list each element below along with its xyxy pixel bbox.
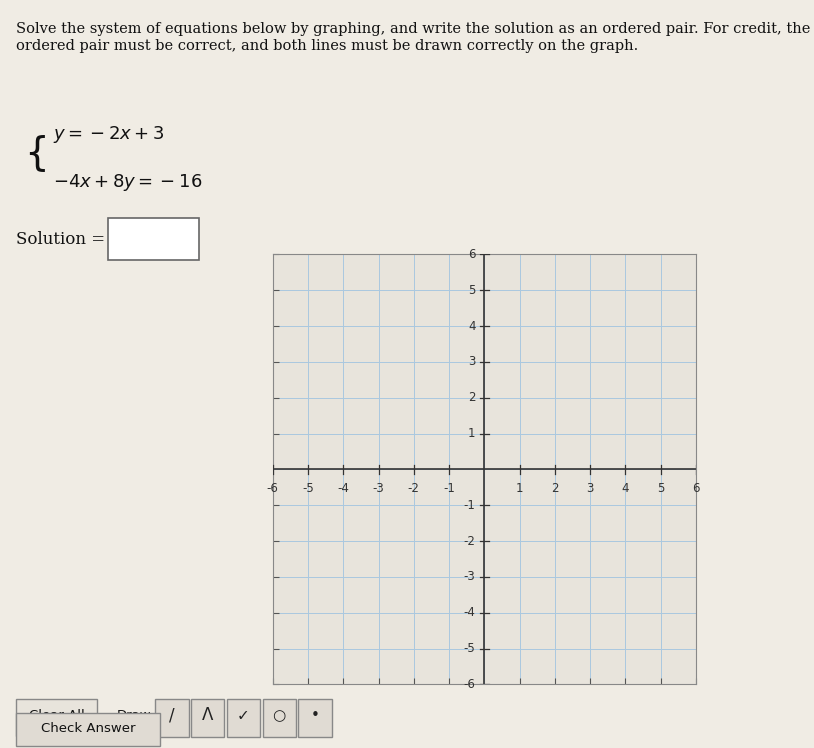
Text: Solve the system of equations below by graphing, and write the solution as an or: Solve the system of equations below by g… <box>16 22 811 52</box>
Text: -4: -4 <box>464 606 475 619</box>
FancyBboxPatch shape <box>16 714 160 747</box>
Text: ○: ○ <box>273 708 286 723</box>
Text: -2: -2 <box>464 535 475 548</box>
FancyBboxPatch shape <box>16 699 97 736</box>
FancyBboxPatch shape <box>262 699 296 737</box>
Text: 5: 5 <box>468 283 475 297</box>
Text: -5: -5 <box>464 642 475 655</box>
Text: 1: 1 <box>468 427 475 440</box>
Text: /: / <box>168 706 174 724</box>
Text: -3: -3 <box>373 482 384 495</box>
Text: -4: -4 <box>337 482 349 495</box>
Text: 4: 4 <box>468 319 475 333</box>
Text: -1: -1 <box>464 499 475 512</box>
Text: 3: 3 <box>468 355 475 368</box>
Text: 6: 6 <box>468 248 475 261</box>
Text: $y = -2x + 3$: $y = -2x + 3$ <box>53 124 164 145</box>
Text: 4: 4 <box>622 482 629 495</box>
FancyBboxPatch shape <box>226 699 260 737</box>
FancyBboxPatch shape <box>107 218 199 260</box>
FancyBboxPatch shape <box>191 699 225 737</box>
Text: -5: -5 <box>302 482 314 495</box>
Text: -6: -6 <box>267 482 278 495</box>
Text: 1: 1 <box>516 482 523 495</box>
FancyBboxPatch shape <box>298 699 332 737</box>
Text: -3: -3 <box>464 571 475 583</box>
Text: Draw:: Draw: <box>117 709 155 722</box>
FancyBboxPatch shape <box>155 699 189 737</box>
Text: 6: 6 <box>692 482 700 495</box>
Text: Solution =: Solution = <box>16 231 111 248</box>
Text: Check Answer: Check Answer <box>41 722 135 735</box>
Text: $\{$: $\{$ <box>24 133 46 174</box>
Text: $-4x + 8y = -16$: $-4x + 8y = -16$ <box>53 172 202 193</box>
Text: Λ: Λ <box>202 706 213 724</box>
Text: ✓: ✓ <box>237 708 250 723</box>
Text: Clear All: Clear All <box>28 709 85 722</box>
Text: 5: 5 <box>657 482 664 495</box>
Text: -1: -1 <box>443 482 455 495</box>
Text: 2: 2 <box>551 482 558 495</box>
Text: 3: 3 <box>586 482 594 495</box>
Text: •: • <box>310 708 319 723</box>
Text: -2: -2 <box>408 482 420 495</box>
Text: 2: 2 <box>468 391 475 404</box>
Text: -6: -6 <box>464 678 475 691</box>
